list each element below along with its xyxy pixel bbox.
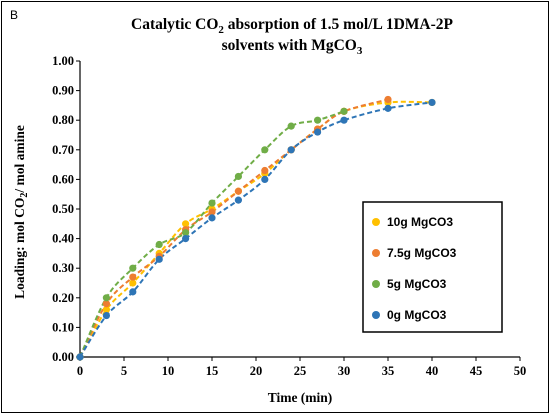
data-point	[182, 235, 190, 243]
data-point	[76, 353, 84, 361]
data-point	[384, 104, 392, 112]
data-point	[129, 264, 137, 272]
x-tick-label: 25	[294, 364, 307, 378]
chart-frame: B Catalytic CO2 absorption of 1.5 mol/L …	[1, 1, 549, 413]
axes: 0.00 0.10 0.20 0.30 0.40 0.50 0.60 0.70 0.80 0.90…	[52, 54, 526, 378]
y-tick-label: 1.00	[52, 54, 74, 68]
legend-label: 10g MgCO3	[387, 215, 453, 229]
data-point	[287, 122, 295, 130]
data-point	[129, 288, 137, 296]
y-tick-label: 0.10	[52, 320, 74, 334]
y-tick-label: 0.70	[52, 143, 74, 157]
data-point	[234, 196, 242, 204]
x-tick-label: 40	[426, 364, 439, 378]
data-point	[208, 199, 216, 207]
data-point	[102, 311, 110, 320]
data-point	[314, 128, 322, 136]
data-point	[261, 146, 269, 154]
data-point	[384, 95, 392, 104]
x-tick-label: 35	[382, 364, 395, 378]
data-point	[208, 208, 216, 216]
data-point	[182, 229, 190, 237]
y-tick-label: 0.30	[52, 261, 74, 275]
y-tick-label: 0.90	[52, 84, 74, 98]
data-point	[129, 273, 137, 281]
legend: 10g MgCO3 7.5g MgCO3 5g MgCO3 0g MgCO3	[362, 201, 503, 333]
data-point	[340, 107, 348, 115]
x-tick-label: 10	[162, 364, 175, 378]
data-point	[234, 187, 242, 195]
x-tick-label: 50	[514, 364, 527, 378]
trendline	[79, 98, 389, 358]
panel-label: B	[10, 8, 19, 22]
data-points	[76, 95, 436, 361]
y-tick-label: 0.00	[52, 350, 74, 364]
data-point	[261, 175, 269, 183]
data-point	[155, 240, 163, 249]
data-point	[102, 300, 110, 308]
data-point	[155, 255, 163, 263]
data-point	[102, 294, 110, 302]
y-axis-label: Loading: mol CO2/ mol amine	[12, 125, 30, 299]
y-tick-label: 0.80	[52, 113, 74, 127]
data-point	[182, 220, 190, 228]
data-point	[208, 214, 216, 222]
x-tick-label: 15	[206, 364, 219, 378]
data-point	[234, 172, 242, 181]
legend-marker	[372, 249, 380, 257]
y-tick-label: 0.40	[52, 232, 74, 246]
x-tick-label: 5	[121, 364, 127, 378]
data-point	[340, 116, 348, 124]
y-tick-label: 0.50	[52, 202, 74, 216]
data-point	[261, 166, 269, 175]
x-tick-label: 45	[470, 364, 483, 378]
x-tick-label: 30	[338, 364, 351, 378]
data-point	[428, 98, 436, 107]
legend-label: 5g MgCO3	[387, 277, 447, 291]
x-axis-label: Time (min)	[268, 390, 333, 405]
data-point	[129, 279, 137, 287]
legend-label: 0g MgCO3	[387, 308, 447, 322]
chart: Catalytic CO2 absorption of 1.5 mol/L 1D…	[12, 16, 526, 405]
y-tick-label: 0.60	[52, 172, 74, 186]
data-point	[314, 116, 322, 124]
legend-label: 7.5g MgCO3	[387, 246, 457, 260]
data-point	[102, 306, 110, 314]
data-point	[287, 146, 295, 154]
legend-box	[362, 201, 503, 333]
legend-marker	[372, 280, 380, 288]
chart-title: Catalytic CO2 absorption of 1.5 mol/L 1D…	[131, 16, 453, 36]
chart-title-line2: solvents with MgCO3	[222, 37, 363, 57]
trendline	[79, 110, 345, 358]
legend-marker	[372, 218, 380, 226]
y-tick-label: 0.20	[52, 291, 74, 305]
x-tick-label: 0	[77, 364, 83, 378]
legend-marker	[372, 311, 380, 319]
x-tick-label: 20	[250, 364, 263, 378]
